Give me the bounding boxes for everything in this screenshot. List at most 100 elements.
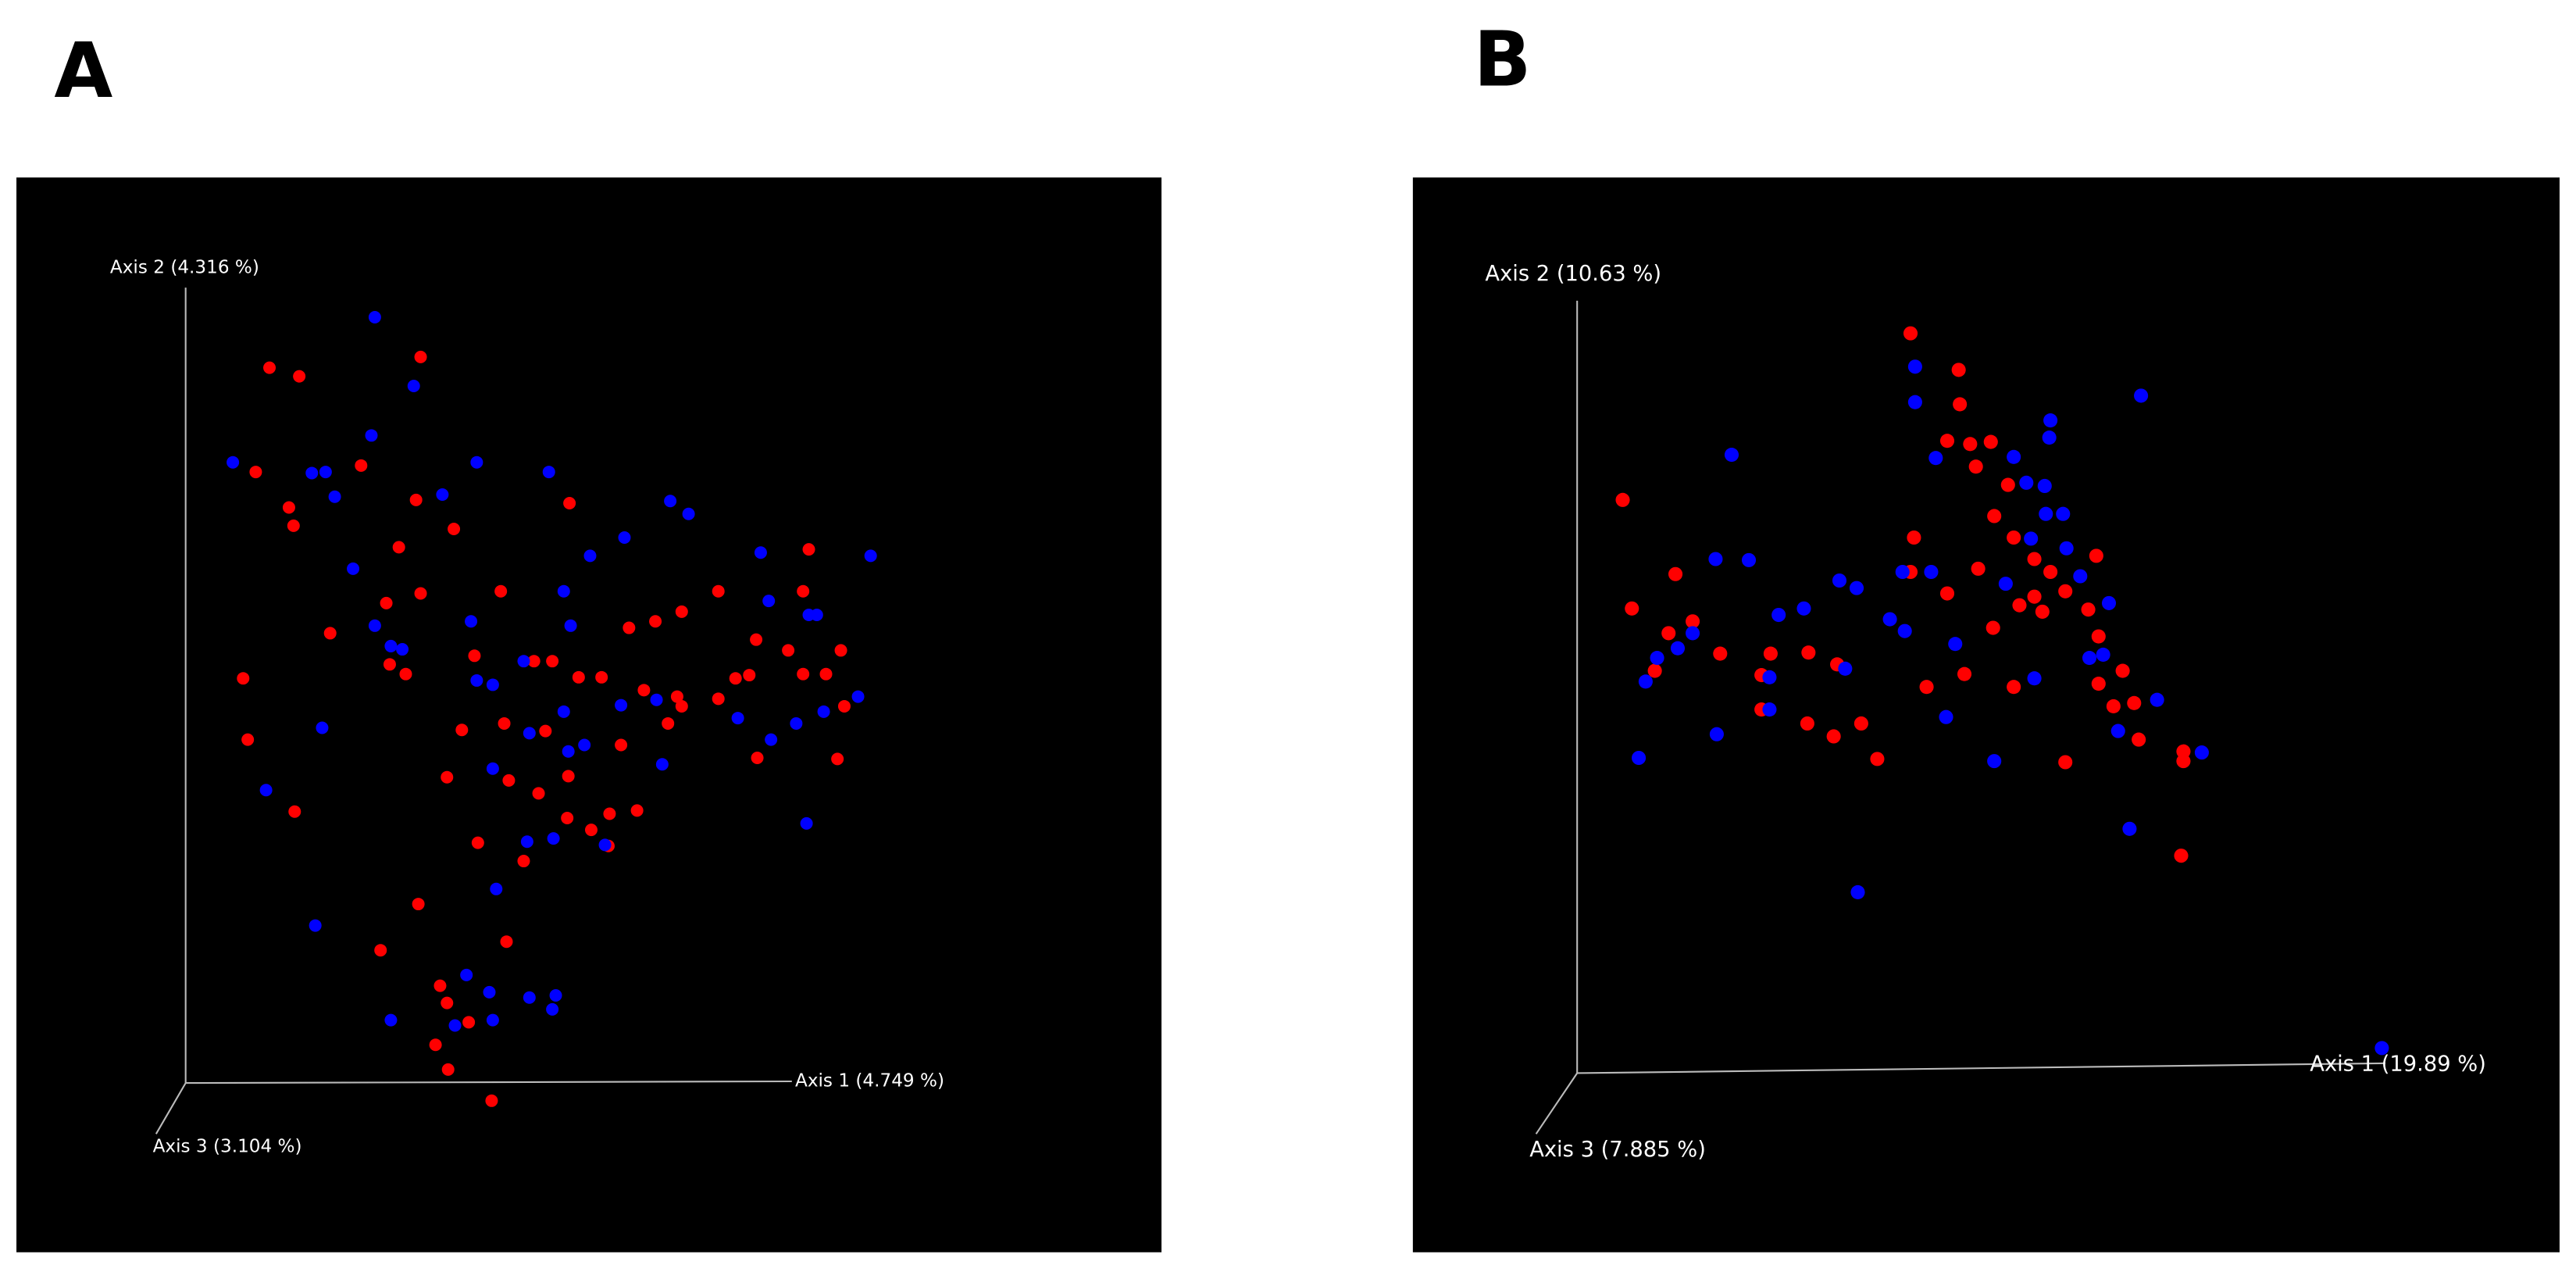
data-point xyxy=(520,835,533,849)
data-point xyxy=(2110,724,2125,738)
data-point xyxy=(2059,541,2074,556)
data-point xyxy=(2007,449,2021,464)
data-point xyxy=(1686,614,1700,629)
data-point xyxy=(712,584,725,598)
data-point xyxy=(562,770,575,783)
data-point xyxy=(287,519,300,532)
data-point xyxy=(1963,437,1978,452)
data-point xyxy=(1928,451,1943,466)
data-point xyxy=(1957,666,1972,681)
data-point xyxy=(2132,732,2146,747)
data-point xyxy=(1968,459,1983,474)
data-point xyxy=(754,546,767,559)
data-point xyxy=(1939,434,1955,448)
data-point xyxy=(1668,566,1683,581)
data-point xyxy=(675,699,688,713)
data-point xyxy=(433,979,447,992)
data-point xyxy=(810,609,823,622)
data-point xyxy=(2374,1041,2389,1056)
data-point xyxy=(2089,548,2103,563)
data-point xyxy=(2150,692,2164,707)
axis-line xyxy=(155,1082,187,1134)
data-point xyxy=(547,832,560,845)
data-point xyxy=(1801,645,1816,660)
data-point xyxy=(1724,448,1739,463)
data-point xyxy=(1615,492,1630,507)
data-point xyxy=(383,658,396,671)
data-point xyxy=(412,898,425,911)
data-point xyxy=(1939,709,1953,724)
data-point xyxy=(468,649,481,663)
data-point xyxy=(293,370,306,383)
data-point xyxy=(1919,680,1934,695)
data-point xyxy=(441,770,454,784)
data-point xyxy=(355,459,368,472)
data-point xyxy=(237,672,250,685)
data-point xyxy=(1870,752,1885,766)
data-point xyxy=(743,669,756,682)
data-point xyxy=(288,805,301,818)
data-point xyxy=(583,549,597,563)
data-point xyxy=(441,996,454,1009)
data-point xyxy=(2106,699,2121,713)
data-point xyxy=(1638,674,1653,689)
data-point xyxy=(563,496,576,509)
data-point xyxy=(485,1094,498,1107)
data-point xyxy=(1907,395,1922,409)
data-point xyxy=(1953,397,1968,412)
data-point xyxy=(1796,601,1811,616)
data-point xyxy=(1924,564,1939,580)
data-point xyxy=(462,1016,476,1029)
panel-b: B Axis 1 (19.89 %) Axis 2 (10.63 %) Axis… xyxy=(1412,15,2560,1252)
data-point xyxy=(615,738,628,752)
data-point xyxy=(578,738,591,752)
data-point xyxy=(2058,755,2073,770)
data-point xyxy=(2174,849,2189,863)
data-point xyxy=(800,816,813,830)
data-point xyxy=(650,693,663,706)
data-point xyxy=(374,944,387,957)
data-point xyxy=(380,596,393,609)
data-point xyxy=(455,724,469,737)
data-point xyxy=(1832,573,1847,588)
data-point xyxy=(460,968,473,981)
data-point xyxy=(407,380,420,393)
data-point xyxy=(546,655,559,668)
data-point xyxy=(517,855,530,868)
data-point xyxy=(1951,363,1966,377)
data-point xyxy=(1709,727,1724,741)
data-point xyxy=(557,584,570,598)
data-point xyxy=(2007,680,2021,695)
data-point xyxy=(562,745,575,758)
data-point xyxy=(486,678,499,691)
data-point xyxy=(282,501,295,514)
data-point xyxy=(2194,745,2209,760)
panel-label: B xyxy=(1474,15,1532,103)
data-point xyxy=(2000,477,2015,492)
data-point xyxy=(2081,602,2096,617)
data-point xyxy=(241,733,255,746)
data-point xyxy=(549,988,562,1002)
data-point xyxy=(483,985,496,999)
data-point xyxy=(409,493,423,506)
data-point xyxy=(572,670,585,684)
data-point xyxy=(309,919,322,932)
data-point xyxy=(682,507,695,520)
data-point xyxy=(2019,475,2034,490)
axis-label: Axis 3 (7.885 %) xyxy=(1529,1138,1706,1162)
data-point xyxy=(539,724,552,738)
data-point xyxy=(527,655,541,668)
data-point xyxy=(546,1002,559,1016)
data-point xyxy=(1903,326,1918,341)
data-point xyxy=(414,350,427,363)
data-point xyxy=(384,1013,398,1027)
data-point xyxy=(1907,530,1921,545)
data-point xyxy=(384,639,398,652)
data-point xyxy=(762,595,776,608)
data-point xyxy=(618,531,631,544)
data-point xyxy=(637,684,651,697)
data-point xyxy=(864,549,877,563)
data-point xyxy=(1948,637,1963,652)
data-point xyxy=(797,584,810,598)
